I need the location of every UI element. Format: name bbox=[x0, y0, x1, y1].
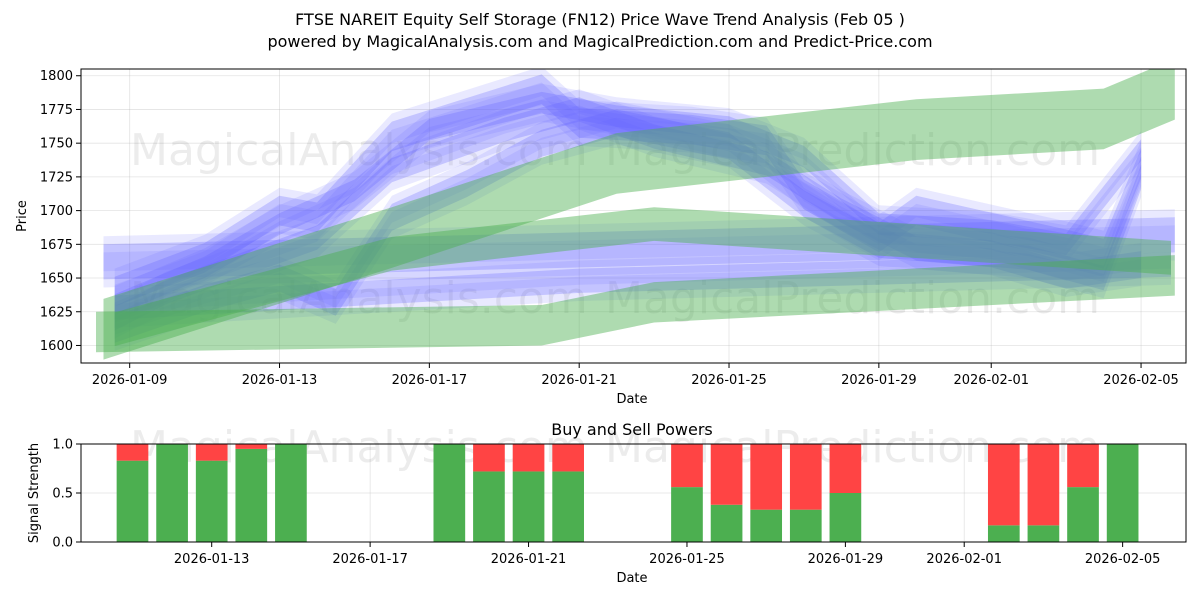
signal-x-tick-label: 2026-01-29 bbox=[808, 552, 884, 567]
price-x-tick-label: 2026-01-21 bbox=[541, 373, 617, 388]
signal-x-ticks: 2026-01-13 2026-01-17 2026-01-21 2026-01-25… bbox=[174, 542, 1160, 567]
price-x-tick-label: 2026-02-01 bbox=[953, 373, 1029, 388]
price-x-tick-label: 2026-01-29 bbox=[841, 373, 917, 388]
wave-band-green bbox=[96, 255, 1175, 353]
buy-bar bbox=[829, 493, 862, 542]
sell-bar bbox=[1067, 444, 1099, 488]
buy-bar bbox=[750, 509, 783, 542]
sell-bar bbox=[235, 444, 268, 449]
watermark-left-bottom: MagicalAnalysis.com bbox=[130, 273, 588, 324]
buy-bar bbox=[789, 509, 822, 542]
price-y-tick-label: 1800 bbox=[40, 69, 73, 84]
signal-y-tick-label: 0.5 bbox=[52, 487, 73, 502]
signal-y-label: Signal Strength bbox=[27, 443, 42, 543]
signal-y-ticks: 0.0 0.5 1.0 bbox=[52, 438, 81, 551]
sell-bar bbox=[1027, 444, 1060, 526]
price-x-label: Date bbox=[616, 392, 647, 407]
signal-x-tick-label: 2026-02-05 bbox=[1085, 552, 1161, 567]
wave-band-blue bbox=[114, 91, 1142, 316]
chart-title-line1: FTSE NAREIT Equity Self Storage (FN12) P… bbox=[295, 10, 905, 29]
buy-bar bbox=[671, 487, 703, 542]
signal-panel: Buy and Sell Powers MagicalAnalysis.com … bbox=[27, 420, 1187, 586]
price-x-tick-label: 2026-01-13 bbox=[242, 373, 318, 388]
signal-x-tick-label: 2026-01-21 bbox=[491, 552, 567, 567]
wave-band-blue bbox=[114, 69, 1142, 299]
chart-title-line2: powered by MagicalAnalysis.com and Magic… bbox=[267, 32, 933, 51]
signal-y-tick-label: 1.0 bbox=[52, 438, 73, 453]
buy-bar bbox=[116, 460, 149, 542]
buy-bar bbox=[275, 444, 307, 542]
price-y-tick-label: 1625 bbox=[40, 305, 73, 320]
signal-x-tick-label: 2026-01-25 bbox=[649, 552, 725, 567]
price-y-tick-label: 1675 bbox=[40, 238, 73, 253]
sell-bar bbox=[116, 444, 149, 461]
price-x-tick-label: 2026-01-09 bbox=[92, 373, 168, 388]
signal-x-tick-label: 2026-01-17 bbox=[332, 552, 408, 567]
wave-band-blue bbox=[103, 225, 1175, 288]
signal-y-tick-label: 0.0 bbox=[52, 536, 73, 551]
signal-title: Buy and Sell Powers bbox=[551, 420, 713, 439]
price-y-tick-label: 1600 bbox=[40, 339, 73, 354]
price-watermarks: MagicalAnalysis.com MagicalPrediction.co… bbox=[130, 125, 1100, 324]
sell-bar bbox=[789, 444, 822, 510]
price-x-ticks: 2026-01-09 2026-01-13 2026-01-17 2026-01-21… bbox=[92, 363, 1179, 388]
buy-bar bbox=[195, 460, 228, 542]
price-y-tick-label: 1650 bbox=[40, 272, 73, 287]
watermark-right-bottom: MagicalPrediction.com bbox=[605, 273, 1100, 324]
sell-bar bbox=[750, 444, 783, 510]
price-plot-frame bbox=[80, 68, 1187, 364]
buy-bar bbox=[512, 471, 545, 542]
sell-bar bbox=[710, 444, 743, 505]
price-y-tick-label: 1775 bbox=[40, 103, 73, 118]
wave-band-green bbox=[103, 69, 1175, 360]
price-y-tick-label: 1725 bbox=[40, 170, 73, 185]
sell-bar bbox=[512, 444, 545, 472]
price-series bbox=[96, 69, 1175, 360]
buy-bar bbox=[156, 444, 188, 542]
signal-x-tick-label: 2026-02-01 bbox=[926, 552, 1002, 567]
watermark-right-top: MagicalPrediction.com bbox=[605, 125, 1100, 176]
signal-x-tick-label: 2026-01-13 bbox=[174, 552, 250, 567]
buy-bar bbox=[987, 525, 1020, 542]
price-x-tick-label: 2026-01-17 bbox=[392, 373, 468, 388]
sell-bar bbox=[829, 444, 862, 493]
price-plot-area bbox=[81, 69, 1186, 363]
price-y-label: Price bbox=[15, 200, 30, 232]
price-grid bbox=[81, 69, 1186, 363]
price-y-tick-label: 1750 bbox=[40, 137, 73, 152]
wave-band-blue bbox=[114, 100, 1142, 324]
buy-bar bbox=[710, 504, 743, 542]
buy-bar bbox=[552, 471, 584, 542]
price-y-ticks: 1600 1625 1650 1675 1700 1725 1750 1775 1800 bbox=[40, 69, 81, 354]
watermark-left-top: MagicalAnalysis.com bbox=[130, 125, 588, 176]
price-x-tick-label: 2026-01-25 bbox=[691, 373, 767, 388]
price-panel: MagicalAnalysis.com MagicalPrediction.co… bbox=[15, 68, 1187, 407]
sell-bar bbox=[671, 444, 703, 488]
buy-bar bbox=[473, 471, 505, 542]
wave-band-blue bbox=[114, 244, 1172, 312]
wave-band-blue bbox=[114, 252, 1172, 320]
sell-bar bbox=[552, 444, 584, 472]
wave-band-blue bbox=[103, 217, 1175, 280]
wave-band-blue bbox=[114, 74, 1142, 307]
buy-bar bbox=[1027, 525, 1060, 542]
price-y-tick-label: 1700 bbox=[40, 204, 73, 219]
buy-bar bbox=[1067, 487, 1099, 542]
sell-bar bbox=[987, 444, 1020, 526]
wave-band-blue bbox=[114, 260, 1172, 328]
signal-bars bbox=[116, 444, 1139, 542]
price-wave-layer bbox=[96, 69, 1175, 360]
sell-bar bbox=[473, 444, 505, 472]
buy-bar bbox=[235, 448, 268, 542]
wave-band-green bbox=[114, 207, 1172, 347]
buy-bar bbox=[1106, 444, 1139, 542]
wave-band-blue bbox=[114, 82, 1142, 315]
price-x-tick-label: 2026-02-05 bbox=[1103, 373, 1179, 388]
wave-band-blue bbox=[114, 83, 1142, 308]
wave-band-blue bbox=[103, 209, 1175, 272]
sell-bar bbox=[195, 444, 228, 461]
buy-bar bbox=[433, 444, 466, 542]
signal-x-label: Date bbox=[616, 571, 647, 586]
